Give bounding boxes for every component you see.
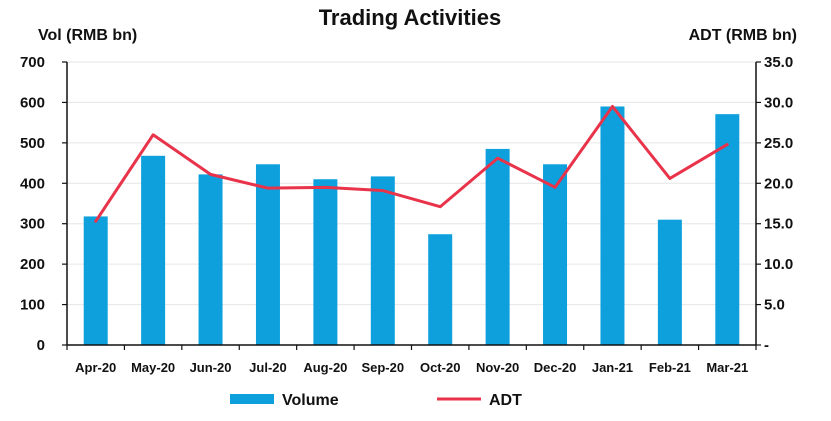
left-axis-tick-label: 700 — [20, 54, 45, 71]
right-axis-tick-label: 25.0 — [764, 135, 793, 152]
left-axis-tick-label: 100 — [20, 297, 45, 314]
volume-bar — [543, 164, 568, 345]
left-axis-title: Vol (RMB bn) — [38, 27, 137, 44]
left-axis-tick-label: 400 — [20, 175, 45, 192]
volume-bar — [255, 164, 280, 345]
chart-labels: Trading Activities Vol (RMB bn) ADT (RMB… — [20, 5, 797, 375]
right-axis-title: ADT (RMB bn) — [689, 27, 797, 44]
x-axis-category-label: Nov-20 — [476, 360, 519, 375]
volume-bar — [600, 106, 625, 345]
volume-bar — [313, 179, 338, 345]
x-axis-category-label: Feb-21 — [649, 360, 691, 375]
volume-bar — [198, 174, 223, 345]
legend-volume-label: Volume — [282, 392, 339, 409]
axes — [62, 61, 761, 350]
volume-bar — [715, 114, 740, 345]
volume-bar — [657, 219, 682, 345]
x-axis-category-label: Jan-21 — [592, 360, 633, 375]
volume-bar — [370, 176, 395, 345]
volume-bars — [83, 106, 740, 345]
x-axis-category-label: Sep-20 — [361, 360, 404, 375]
gridlines — [67, 61, 756, 306]
adt-line-layer — [94, 104, 729, 223]
right-axis-tick-label: 30.0 — [764, 94, 793, 111]
volume-bar — [485, 148, 510, 345]
left-axis-tick-label: 500 — [20, 135, 45, 152]
right-axis-tick-label: 10.0 — [764, 256, 793, 273]
x-axis-category-label: May-20 — [131, 360, 175, 375]
x-axis-category-label: Dec-20 — [534, 360, 577, 375]
legend-volume-swatch — [230, 394, 274, 404]
x-axis-category-label: Jul-20 — [249, 360, 287, 375]
x-axis-category-label: Oct-20 — [420, 360, 460, 375]
volume-bar — [141, 155, 166, 345]
right-axis-tick-label: 5.0 — [764, 297, 785, 314]
x-axis-category-label: Aug-20 — [303, 360, 347, 375]
right-axis-tick-label: 15.0 — [764, 216, 793, 233]
left-axis-tick-label: 600 — [20, 94, 45, 111]
legend-adt-label: ADT — [489, 392, 522, 409]
chart-title: Trading Activities — [319, 5, 502, 30]
right-axis-tick-label: 35.0 — [764, 54, 793, 71]
left-axis-tick-label: 300 — [20, 216, 45, 233]
volume-bar — [83, 216, 108, 345]
left-axis-tick-label: 200 — [20, 256, 45, 273]
right-axis-tick-label: 20.0 — [764, 175, 793, 192]
chart-legend: Volume ADT — [230, 392, 522, 409]
right-axis-tick-label: - — [764, 337, 769, 354]
volume-bar — [428, 234, 453, 345]
left-axis-tick-label: 0 — [37, 337, 45, 354]
x-axis-category-label: Mar-21 — [706, 360, 748, 375]
x-axis-category-label: Apr-20 — [75, 360, 116, 375]
adt-line — [94, 104, 729, 223]
x-axis-category-label: Jun-20 — [190, 360, 232, 375]
